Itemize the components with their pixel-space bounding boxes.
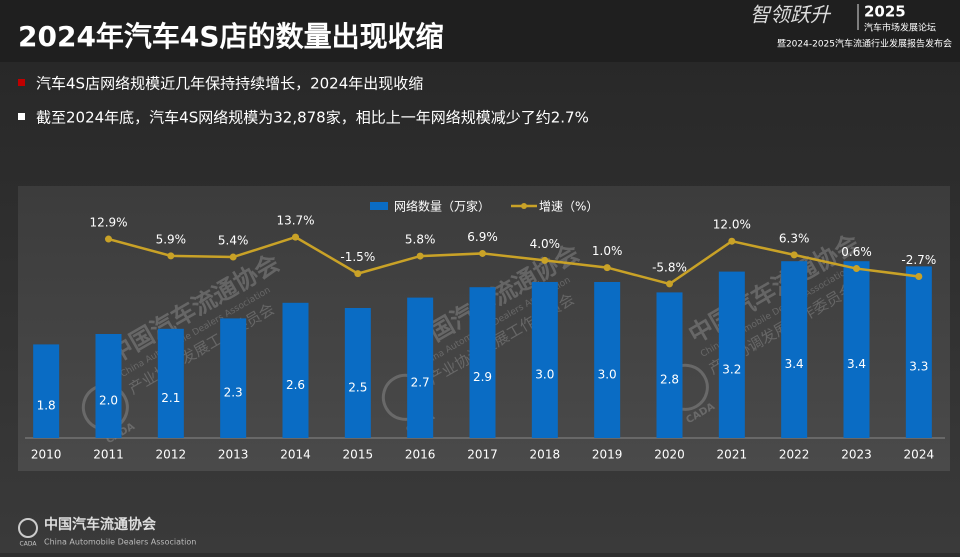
line-value-label: 6.3% <box>779 231 810 245</box>
bar-value-label: 1.8 <box>37 399 56 413</box>
line-value-label: -5.8% <box>652 260 687 274</box>
x-tick-label: 2011 <box>93 448 124 462</box>
bar-value-label: 2.5 <box>348 381 367 395</box>
x-tick-label: 2024 <box>904 448 935 462</box>
line-point <box>666 280 673 288</box>
line <box>108 235 919 286</box>
x-tick-label: 2016 <box>405 448 436 462</box>
line-point <box>354 270 362 278</box>
bar-value-label: 3.2 <box>722 362 741 376</box>
x-tick-label: 2012 <box>156 448 187 462</box>
line-value-label: -1.5% <box>340 250 375 264</box>
bar <box>407 297 434 438</box>
bar-value-label: 3.4 <box>847 357 866 371</box>
bullet-icon <box>18 113 25 120</box>
line-value-label: 12.0% <box>713 218 751 232</box>
line-point <box>229 253 237 261</box>
x-tick-label: 2017 <box>467 448 498 462</box>
bar-value-label: 3.0 <box>535 368 554 382</box>
line-point <box>416 252 424 260</box>
line-point <box>915 272 923 280</box>
x-tick-label: 2013 <box>218 448 249 462</box>
line-value-label: 13.7% <box>276 214 314 228</box>
line-value-label: 5.9% <box>156 232 187 246</box>
footer-name: 中国汽车流通协会 <box>44 516 157 533</box>
title: 2024年汽车4S店的数量出现收缩 <box>18 20 444 53</box>
bar-value-label: 2.3 <box>224 386 243 400</box>
bar-value-label: 3.3 <box>909 360 928 374</box>
bar-value-label: 3.0 <box>598 368 617 382</box>
x-tick-label: 2014 <box>280 448 311 462</box>
footer-english: China Automobile Dealers Association <box>44 538 196 547</box>
legend-label: 网络数量（万家） <box>394 199 490 214</box>
bar <box>469 287 496 438</box>
bullet-icon <box>18 79 25 86</box>
bar <box>220 318 247 438</box>
brand-event: 暨2024-2025汽车流通行业发展报告发布会 <box>777 38 952 50</box>
line-value-label: -2.7% <box>901 253 936 267</box>
x-tick-label: 2022 <box>779 448 810 462</box>
chart: 2010 2011 2012 2013 2014 2015 2016 2017 2018 2019… <box>25 199 945 462</box>
bar <box>95 334 122 438</box>
line-value-label: 6.9% <box>467 230 498 244</box>
x-tick-label: 2018 <box>530 448 561 462</box>
bar <box>33 344 60 438</box>
brand-year: 2025 <box>864 3 906 21</box>
line-value-label: 12.9% <box>89 216 127 230</box>
legend-swatch <box>370 202 388 210</box>
bar <box>594 282 621 438</box>
line-point <box>728 237 736 245</box>
x-tick-label: 2021 <box>717 448 748 462</box>
line-point <box>853 265 860 273</box>
brand-forum: 汽车市场发展论坛 <box>864 22 936 34</box>
bar <box>656 292 683 438</box>
bullet: 汽车4S店网络规模近几年保持持续增长，2024年出现收缩 <box>36 75 423 93</box>
line-value-label: 4.0% <box>530 237 561 251</box>
line-point <box>292 233 299 241</box>
legend-label: 增速（%） <box>539 200 598 214</box>
bar-value-label: 2.8 <box>660 373 679 387</box>
bar-value-label: 2.9 <box>473 370 492 384</box>
bar <box>344 308 371 438</box>
x-tick-label: 2020 <box>654 448 685 462</box>
line-point <box>105 235 112 243</box>
line-point <box>541 256 549 264</box>
bar-value-label: 3.4 <box>785 357 804 371</box>
bar-value-label: 2.6 <box>286 378 305 392</box>
bar <box>905 266 932 438</box>
bar-value-label: 2.7 <box>411 375 430 389</box>
bar-value-label: 2.0 <box>99 394 118 408</box>
line-point <box>479 249 486 257</box>
bar <box>843 261 870 438</box>
bar <box>531 282 558 438</box>
bullet: 截至2024年底，汽车4S网络规模为32,878家，相比上一年网络规模减少了约2… <box>36 109 589 127</box>
line-value-label: 1.0% <box>592 244 623 258</box>
header-band <box>0 0 960 62</box>
bar <box>781 261 808 438</box>
line-value-label: 5.4% <box>218 234 249 248</box>
bar-value-label: 2.1 <box>161 391 180 405</box>
line-point <box>790 251 798 259</box>
line-value-label: 5.8% <box>405 233 436 247</box>
slogan: 智领跃升 <box>750 3 832 27</box>
x-tick-label: 2019 <box>592 448 623 462</box>
line-point <box>603 264 611 272</box>
x-tick-label: 2010 <box>31 448 62 462</box>
footer-logo-text: CADA <box>20 541 38 548</box>
x-tick-label: 2023 <box>841 448 872 462</box>
bar <box>157 328 184 438</box>
line-point <box>167 252 175 260</box>
bar <box>718 271 745 438</box>
footer-logo <box>18 518 38 538</box>
legend-swatch <box>521 203 527 209</box>
x-tick-label: 2015 <box>343 448 374 462</box>
bar <box>282 302 309 438</box>
line-value-label: 0.6% <box>841 245 872 259</box>
